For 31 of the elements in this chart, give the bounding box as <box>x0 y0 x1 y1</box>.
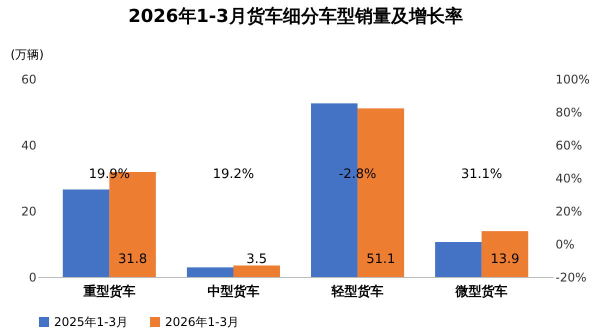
data-label: 3.5 <box>246 252 268 267</box>
y2-tick-label: 20% <box>556 204 582 218</box>
data-label: 31.8 <box>118 252 148 267</box>
y2-tick-label: 100% <box>556 72 590 86</box>
data-label: 51.1 <box>366 252 396 267</box>
y-tick-label: 40 <box>21 138 36 152</box>
y2-tick-label: -20% <box>556 270 587 284</box>
y-tick-label: 0 <box>28 270 36 284</box>
x-tick-label: 重型货车 <box>82 284 136 300</box>
y2-tick-label: 40% <box>556 172 582 186</box>
chart-title: 2026年1-3月货车细分车型销量及增长率 <box>128 6 463 27</box>
y2-tick-label: 80% <box>556 106 582 120</box>
bar <box>233 265 280 277</box>
bar <box>62 190 110 277</box>
y2-tick-label: 60% <box>556 138 582 152</box>
annotation: 31.1% <box>460 167 502 182</box>
annotation: -2.8% <box>338 167 376 182</box>
y-axis-title: (万辆) <box>10 48 44 62</box>
bar <box>482 231 528 277</box>
x-tick-label: 微型货车 <box>454 284 508 300</box>
x-tick-label: 中型货车 <box>207 284 260 300</box>
y-tick-label: 20 <box>21 204 36 218</box>
y2-tick-label: 0% <box>556 238 575 252</box>
data-label: 13.9 <box>490 252 520 267</box>
bar <box>435 242 482 277</box>
x-tick-label: 轻型货车 <box>330 284 384 300</box>
y-tick-label: 60 <box>21 72 36 86</box>
annotation: 19.2% <box>212 167 254 182</box>
bar <box>186 267 234 277</box>
legend-label: 2025年1-3月 <box>54 315 128 329</box>
legend-label: 2026年1-3月 <box>165 315 240 329</box>
